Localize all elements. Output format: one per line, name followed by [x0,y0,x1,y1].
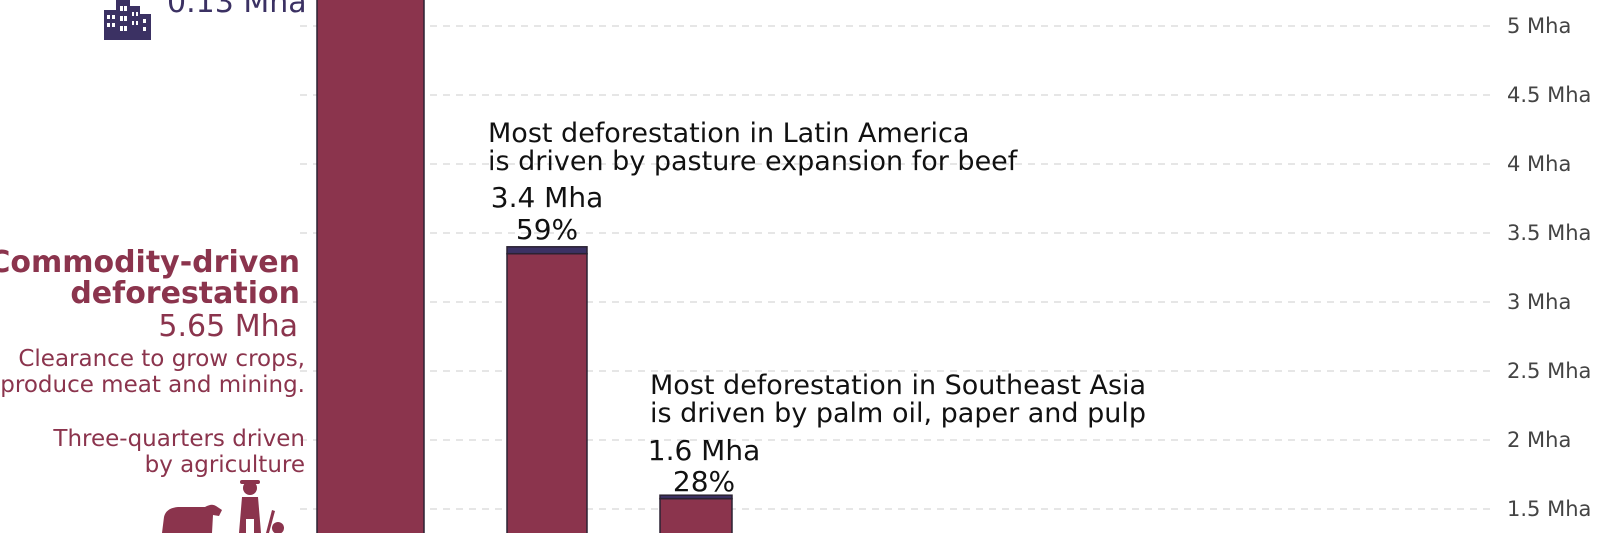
y-tick-label: 2 Mha [1507,428,1571,452]
latin-america-annotation-line2: is driven by pasture expansion for beef [488,146,1019,177]
commodity-desc-line1: Clearance to grow crops, [18,346,305,372]
y-tick-label: 5 Mha [1507,14,1571,38]
bar-2-total-label: 3.4 Mha [491,181,604,214]
southeast-asia-annotation-line2: is driven by palm oil, paper and pulp [650,398,1146,429]
y-tick-label: 3.5 Mha [1507,221,1591,245]
latin-america-annotation-line1: Most deforestation in Latin America [488,118,969,149]
y-tick-label: 2.5 Mha [1507,359,1591,383]
bar-commodity-segment [659,497,733,533]
commodity-title-line1: Commodity-driven [0,245,300,280]
y-axis-ticks: 1.5 Mha 2 Mha 2.5 Mha 3 Mha 3.5 Mha 4 Mha 4.5 … [1507,14,1591,521]
southeast-asia-annotation-line1: Most deforestation in Southeast Asia [650,370,1146,401]
bars [316,0,733,533]
bar-urbanization-segment [659,494,733,500]
city-buildings-icon [104,0,151,40]
commodity-note-line1: Three-quarters driven [52,426,305,452]
farmer-cattle-icon [162,480,284,533]
commodity-desc-line2: produce meat and mining. [0,372,305,398]
commodity-note-line2: by agriculture [145,452,305,478]
bar-urbanization-segment [506,246,588,255]
y-tick-label: 4.5 Mha [1507,83,1591,107]
urbanization-value: 0.13 Mha [167,0,307,20]
bar-commodity-segment [506,252,588,533]
y-tick-label: 1.5 Mha [1507,497,1591,521]
y-tick-label: 3 Mha [1507,290,1571,314]
y-tick-label: 4 Mha [1507,152,1571,176]
bar-3-total-label: 1.6 Mha [648,434,761,467]
bar-2-share-label: 59% [516,213,578,246]
commodity-value: 5.65 Mha [158,309,298,344]
commodity-title-line2: deforestation [70,276,300,311]
gridlines [300,25,1490,510]
bar-3-share-label: 28% [673,465,735,498]
bar-commodity-segment [316,0,425,533]
